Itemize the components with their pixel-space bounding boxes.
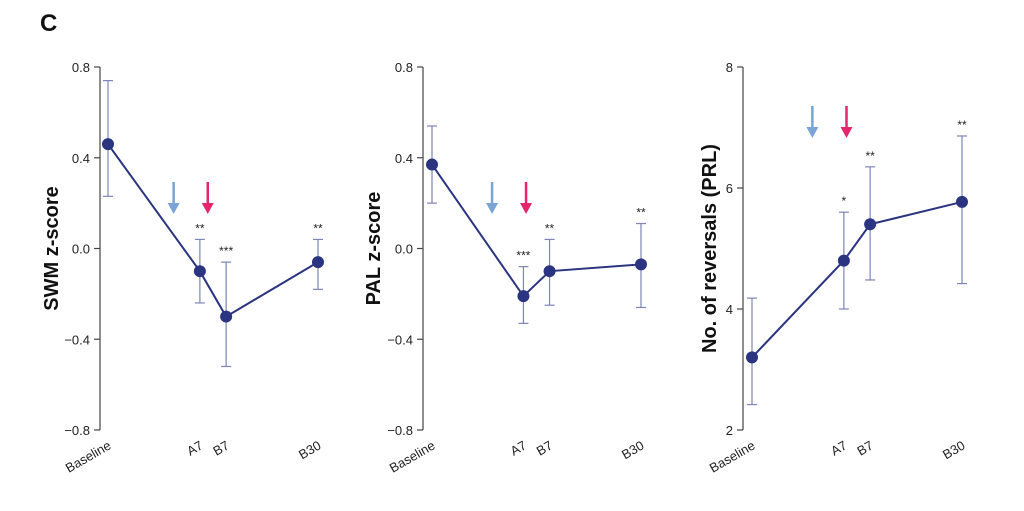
swm-significance-label: *** [219, 244, 233, 258]
prl-significance-label: * [842, 194, 847, 208]
swm-arrow-blue-head [167, 203, 180, 214]
swm-significance-label: ** [195, 221, 205, 235]
swm-series-line [107, 143, 319, 318]
pal-x-tick-label: B30 [619, 438, 647, 463]
swm-x-tick-label: A7 [184, 438, 205, 459]
swm-x-tick-label: B30 [296, 438, 324, 463]
prl-x-tick-label: B30 [940, 438, 968, 463]
pal-data-point [543, 265, 556, 278]
pal-significance-label: ** [636, 206, 646, 220]
swm-y-tick-label: −0.4 [64, 332, 90, 347]
prl-x-tick-label: Baseline [707, 438, 758, 476]
prl-data-point [864, 218, 877, 231]
pal-y-axis-label: PAL z-score [363, 192, 385, 306]
pal-y-tick-label: 0.8 [395, 60, 413, 75]
prl-x-tick-label: A7 [828, 438, 849, 459]
pal-x-tick-label: Baseline [387, 438, 438, 476]
swm-data-point [312, 256, 324, 269]
pal-x-tick-label: B7 [534, 438, 555, 459]
prl-x-tick-label: B7 [854, 438, 875, 459]
panel-letter: C [40, 10, 58, 37]
prl-significance-label: ** [865, 149, 875, 163]
swm-significance-label: ** [313, 221, 323, 235]
pal-x-tick-label: A7 [508, 438, 529, 459]
prl-series-line [751, 200, 963, 359]
swm-arrow-pink-head [201, 203, 214, 214]
swm-y-tick-label: −0.8 [64, 423, 90, 438]
swm-y-axis-label: SWM z-score [41, 186, 63, 310]
swm-x-tick-label: Baseline [63, 438, 114, 476]
swm-y-tick-label: 0.0 [72, 242, 90, 257]
pal-arrow-blue-head [486, 203, 499, 214]
pal-y-tick-label: −0.4 [387, 332, 413, 347]
swm-data-point [220, 310, 233, 323]
pal-data-point [426, 158, 438, 171]
swm-data-point [193, 265, 206, 278]
prl-arrow-blue-head [806, 127, 819, 138]
swm-y-tick-label: 0.8 [72, 60, 90, 75]
prl-y-tick-label: 6 [726, 181, 733, 196]
prl-data-point [746, 351, 758, 364]
pal-y-tick-label: 0.0 [395, 242, 413, 257]
prl-arrow-pink-head [840, 127, 853, 138]
pal-y-tick-label: −0.8 [387, 423, 413, 438]
pal-arrow-pink-head [520, 203, 533, 214]
swm-x-tick-label: B7 [210, 438, 231, 459]
prl-significance-label: ** [957, 118, 967, 132]
swm-data-point [102, 138, 114, 151]
pal-series-line [431, 163, 642, 298]
pal-y-tick-label: 0.4 [395, 151, 413, 166]
prl-y-axis-label: No. of reversals (PRL) [699, 144, 721, 353]
pal-data-point [635, 258, 647, 271]
prl-y-tick-label: 2 [726, 423, 733, 438]
prl-data-point [956, 195, 968, 208]
swm-y-tick-label: 0.4 [72, 151, 90, 166]
prl-y-tick-label: 8 [726, 60, 733, 75]
prl-y-tick-label: 4 [726, 302, 733, 317]
pal-data-point [517, 290, 530, 303]
prl-data-point [837, 254, 850, 267]
pal-significance-label: ** [545, 221, 555, 235]
pal-significance-label: *** [516, 249, 530, 263]
